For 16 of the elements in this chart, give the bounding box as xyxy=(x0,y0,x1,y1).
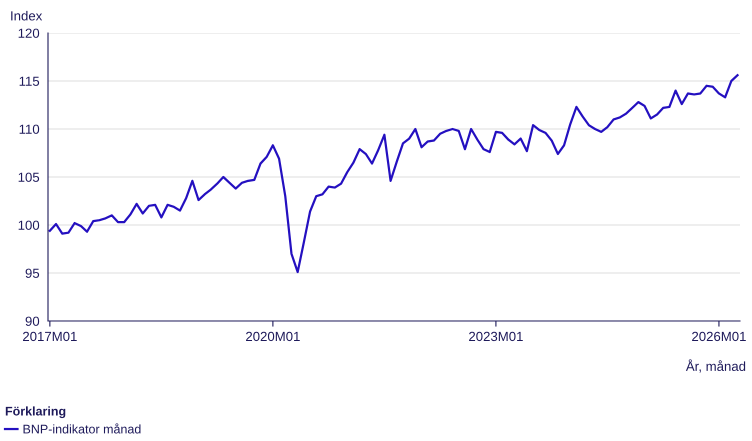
y-tick-label: 105 xyxy=(18,172,40,182)
legend-label: BNP-indikator månad xyxy=(24,423,140,434)
y-tick-label: 120 xyxy=(18,28,40,38)
y-tick-label: 90 xyxy=(26,316,40,326)
y-tick-label: 115 xyxy=(20,76,40,86)
legend-title: Förklaring xyxy=(6,406,66,418)
y-axis-title: Index xyxy=(11,10,42,21)
y-tick-label: 100 xyxy=(18,220,40,230)
x-tick-label: 2023M01 xyxy=(469,332,523,342)
y-tick-label: 110 xyxy=(20,124,40,134)
y-tick-label: 95 xyxy=(26,268,40,278)
x-axis-title: År, månad xyxy=(686,359,746,373)
x-tick-label: 2017M01 xyxy=(23,332,77,342)
x-tick-label: 2020M01 xyxy=(246,332,300,342)
line-series xyxy=(48,74,739,274)
x-tick-label: 2026M01 xyxy=(692,332,746,342)
